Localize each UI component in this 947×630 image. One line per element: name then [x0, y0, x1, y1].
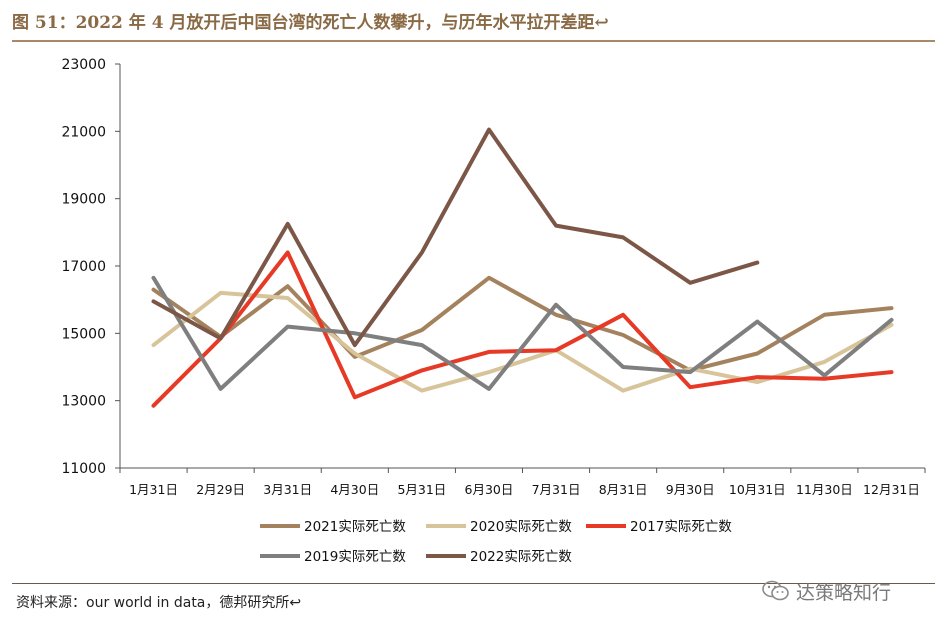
chart-axes: [115, 63, 926, 473]
x-tick-label: 2月29日: [196, 482, 245, 497]
series-line-3: [151, 275, 894, 391]
series-line-2: [151, 250, 894, 408]
y-tick-labels: 11000 13000 15000 17000 19000 21000 23000: [61, 57, 106, 477]
x-tick-label: 11月30日: [796, 482, 853, 497]
series-line-0: [151, 275, 894, 373]
legend-label: 2017实际死亡数: [630, 519, 732, 535]
line-chart: 11000 13000 15000 17000 19000 21000 23000 1月31…: [61, 57, 926, 565]
source-note: 资料来源：our world in data，德邦研究所↩: [16, 595, 302, 611]
watermark-text: 达策略知行: [796, 581, 892, 604]
legend-label: 2022实际死亡数: [470, 549, 572, 565]
title-divider: [12, 40, 935, 42]
legend-label: 2020实际死亡数: [470, 519, 572, 535]
x-tick-label: 3月31日: [263, 482, 312, 497]
x-tick-labels: 1月31日 2月29日 3月31日 4月30日 5月31日 6月30日 7月31日 8月31日…: [129, 482, 920, 497]
legend-label: 2019实际死亡数: [304, 549, 406, 565]
watermark: 达策略知行: [762, 576, 891, 606]
source-divider: [12, 583, 935, 584]
x-tick-label: 10月31日: [729, 482, 786, 497]
chart-legend: 2021实际死亡数 2020实际死亡数 2017实际死亡数 2019实际死亡数 2022…: [260, 519, 732, 565]
x-tick-label: 5月31日: [397, 482, 446, 497]
x-tick-label: 7月31日: [532, 482, 581, 497]
y-tick-label: 19000: [61, 192, 106, 208]
wechat-icon: [762, 580, 789, 601]
x-tick-label: 12月31日: [863, 482, 920, 497]
x-tick-label: 6月30日: [465, 482, 514, 497]
y-tick-label: 15000: [61, 326, 106, 342]
x-tick-label: 1月31日: [129, 482, 178, 497]
series-line-4: [151, 127, 760, 348]
y-tick-label: 21000: [61, 124, 106, 140]
y-tick-label: 23000: [61, 57, 106, 73]
page-title: 图 51：2022 年 4 月放开后中国台湾的死亡人数攀升，与历年水平拉开差距↩: [12, 13, 609, 33]
y-tick-label: 17000: [61, 259, 106, 275]
legend-label: 2021实际死亡数: [304, 519, 406, 535]
x-tick-label: 9月30日: [666, 482, 715, 497]
x-tick-label: 8月31日: [599, 482, 648, 497]
y-tick-label: 11000: [61, 461, 106, 477]
series-lines: [151, 127, 894, 408]
x-tick-label: 4月30日: [330, 482, 379, 497]
y-tick-label: 13000: [61, 394, 106, 410]
